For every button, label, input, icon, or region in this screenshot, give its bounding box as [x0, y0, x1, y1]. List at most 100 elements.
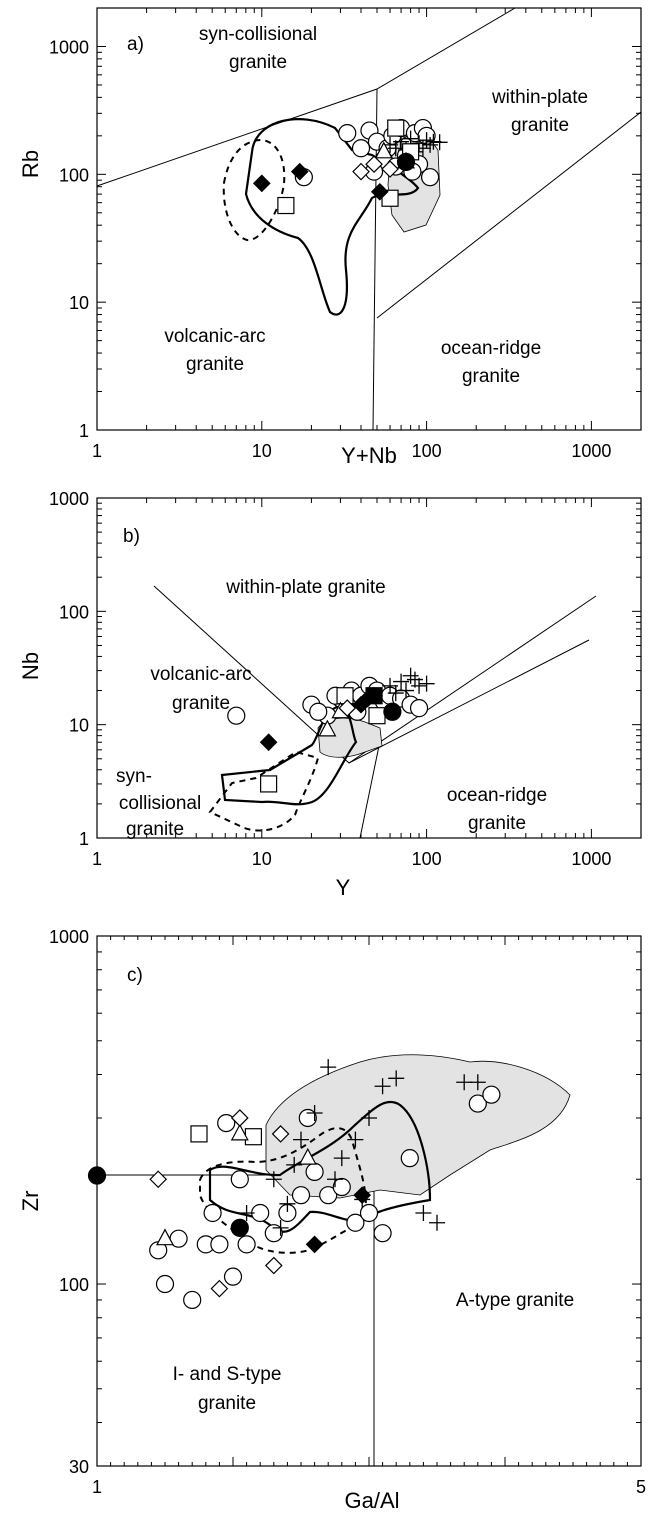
point-circle-open — [183, 1290, 202, 1310]
point-circle-open — [319, 1186, 338, 1205]
point-square-open — [190, 1125, 208, 1143]
point-circle-open — [351, 139, 371, 158]
point-diamond-open — [338, 699, 357, 717]
y-tick-label: 10 — [69, 716, 89, 736]
x-tick-label: 1000 — [571, 441, 611, 461]
point-plus — [387, 140, 404, 157]
y-tick-label: 100 — [59, 1275, 89, 1295]
point-circle-open — [217, 1113, 236, 1133]
point-circle-open — [291, 1186, 311, 1205]
point-triangle-open — [156, 1228, 174, 1246]
point-plus — [398, 682, 415, 699]
region-label-syn-a-2: granite — [229, 52, 287, 73]
panel-b-boundaries — [153, 585, 597, 839]
point-diamond-open — [149, 1170, 168, 1189]
point-circle-open — [359, 1203, 379, 1223]
point-diamond-filled — [290, 162, 309, 181]
point-circle-open — [305, 1162, 324, 1181]
point-plus — [387, 685, 404, 702]
point-circle-open — [332, 1177, 351, 1197]
point-circle-filled — [396, 152, 416, 172]
point-plus — [306, 1105, 323, 1122]
point-square-open — [387, 119, 405, 137]
point-diamond-open — [365, 155, 383, 174]
point-circle-open — [373, 1224, 392, 1243]
panel-a-dashed-field — [222, 138, 286, 242]
panel-b-frame — [96, 497, 642, 839]
x-tick-label: 100 — [412, 441, 442, 461]
point-diamond-open — [352, 162, 370, 181]
point-circle-open — [400, 1149, 419, 1168]
point-circle-open — [203, 1203, 222, 1223]
point-plus — [374, 1078, 391, 1095]
point-plus — [418, 675, 435, 692]
x-tick-label: 5 — [636, 1477, 646, 1497]
point-circle-filled — [383, 702, 402, 721]
point-square-open — [244, 1128, 262, 1146]
x-tick-label: 10 — [252, 849, 272, 869]
point-circle-open — [338, 124, 357, 143]
panel-b-xlabel: Y — [336, 875, 351, 900]
point-diamond-open — [210, 1279, 229, 1298]
point-circle-open — [298, 1108, 317, 1128]
point-plus — [469, 1074, 486, 1091]
point-plus — [293, 1131, 309, 1148]
y-tick-label: 1000 — [49, 37, 89, 57]
y-tick-label: 1000 — [49, 489, 89, 509]
point-plus — [429, 1214, 445, 1231]
region-label-org-b-1: ocean-ridge — [447, 785, 547, 806]
point-diamond-open — [264, 1256, 283, 1275]
region-label-vag-a-1: volcanic-arc — [164, 326, 265, 347]
region-label-org-a-2: granite — [462, 366, 520, 387]
region-label-vag-b-1: volcanic-arc — [150, 664, 251, 685]
point-diamond-filled — [370, 182, 389, 201]
region-label-wpg-b: within-plate granite — [225, 577, 385, 598]
panel-c-dashed-field — [199, 1127, 367, 1254]
point-circle-open — [264, 1224, 283, 1243]
point-diamond-filled — [259, 733, 278, 752]
region-label-org-a-1: ocean-ridge — [441, 338, 541, 359]
point-plus — [388, 1070, 405, 1087]
region-label-vag-b-2: granite — [172, 693, 230, 714]
point-circle-open — [237, 1235, 256, 1254]
point-triangle-open — [374, 141, 393, 159]
panel-c-label: c) — [127, 965, 143, 986]
point-plus — [320, 1059, 337, 1076]
point-plus — [279, 1195, 296, 1212]
point-circle-open — [346, 1213, 365, 1232]
region-label-wpg-a-1: within-plate — [491, 87, 588, 108]
point-plus — [347, 1131, 364, 1148]
point-plus — [406, 671, 423, 688]
x-tick-label: 100 — [412, 849, 442, 869]
x-tick-label: 1000 — [571, 849, 611, 869]
chart-marks: 1 10 100 1000 1 10 100 1000 1 10 100 1000 1 10 100 1000… — [49, 7, 646, 1497]
point-square-open — [368, 707, 386, 725]
panel-c-boundaries — [97, 1174, 375, 1466]
point-triangle-open — [298, 1147, 317, 1165]
point-circle-open — [223, 1267, 243, 1286]
region-label-is-type-2: granite — [198, 1393, 256, 1414]
point-plus — [393, 673, 410, 690]
panel-a-solid-field — [244, 118, 420, 316]
region-label-a-type: A-type granite — [456, 1290, 574, 1311]
y-tick-label: 10 — [69, 293, 89, 313]
region-label-syn-b-2: collisional — [119, 793, 201, 814]
point-circle-open — [482, 1085, 501, 1104]
point-plus — [411, 677, 428, 694]
point-plus — [402, 667, 419, 684]
point-circle-open — [468, 1094, 487, 1113]
point-circle-open — [409, 699, 429, 718]
point-diamond-filled — [305, 1235, 324, 1254]
region-label-is-type-1: I- and S-type — [173, 1364, 282, 1385]
point-plus — [286, 1156, 303, 1173]
point-circle-open — [420, 168, 440, 187]
point-circle-open — [210, 1235, 229, 1254]
y-tick-label: 30 — [69, 1457, 89, 1477]
region-label-wpg-a-2: granite — [511, 115, 569, 136]
point-circle-open — [155, 1274, 175, 1294]
point-circle-filled — [230, 1218, 249, 1237]
point-square-open — [336, 687, 354, 705]
panel-c-ylabel: Zr — [18, 1191, 43, 1212]
y-tick-label: 100 — [59, 165, 89, 185]
point-diamond-open — [381, 160, 399, 178]
